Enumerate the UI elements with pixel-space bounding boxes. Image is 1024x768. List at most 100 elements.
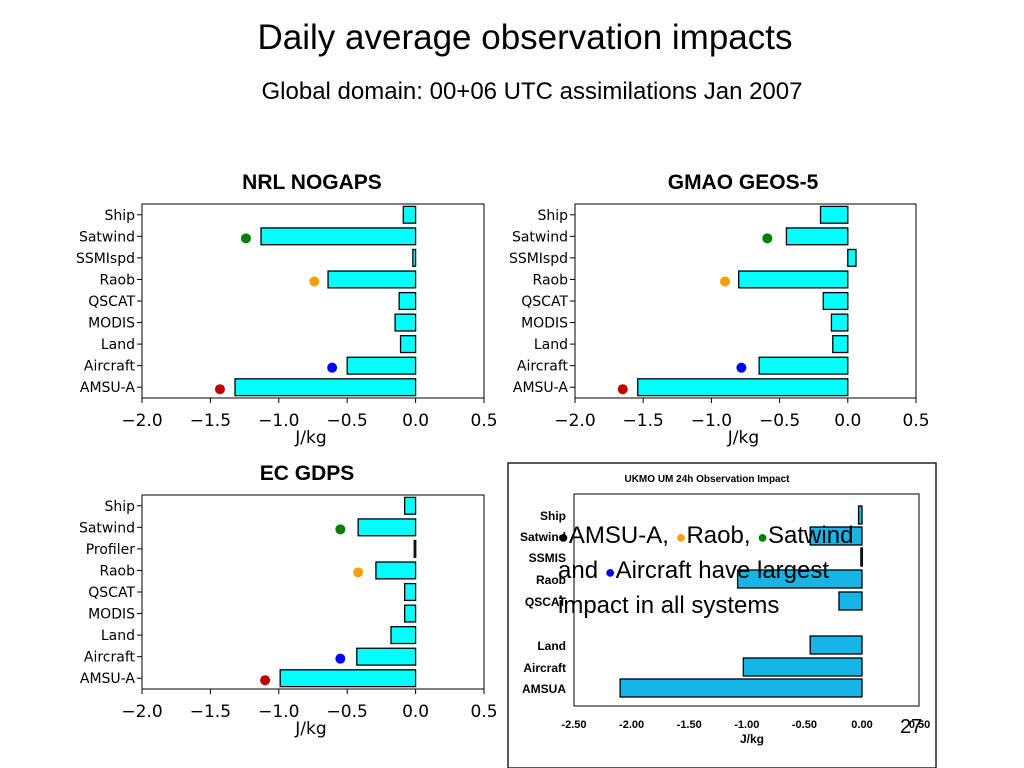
ec-category-label: Raob	[100, 563, 136, 579]
ukmo-category-label: SSMIS	[529, 551, 566, 565]
nrl-xtick-label: −1.5	[190, 411, 231, 431]
ec-bar	[356, 647, 417, 666]
nrl-marker-raob	[309, 276, 320, 287]
ec-bar	[404, 604, 417, 623]
ec-xtick-label: −0.5	[327, 702, 368, 722]
ukmo-bar	[857, 505, 863, 525]
ukmo-bar	[742, 657, 863, 677]
ukmo-bar	[838, 591, 863, 611]
ukmo-xtick-label: -1.50	[677, 719, 702, 731]
gmao-category-label: QSCAT	[521, 294, 568, 310]
ec-category-label: Profiler	[86, 542, 136, 558]
nrl-xtick-label: 0.0	[402, 411, 429, 431]
ec-xtick-label: 0.0	[402, 702, 429, 722]
gmao-bar	[832, 335, 849, 354]
ec-xtick-label: −2.0	[121, 702, 162, 722]
ec-category-label: Land	[101, 628, 135, 644]
ukmo-category-label: Aircraft	[523, 661, 566, 675]
gmao-bar	[758, 356, 849, 375]
ec-xtick-label: −1.0	[258, 702, 299, 722]
ec-marker-amsu-a	[260, 675, 271, 686]
ukmo-xtick-label: 0.50	[909, 719, 930, 731]
nrl-bar	[394, 313, 417, 332]
ec-category-label: Ship	[104, 499, 135, 515]
gmao-category-label: Aircraft	[517, 359, 569, 375]
gmao-xtick-label: −0.5	[759, 411, 800, 431]
summary-and-text: and	[558, 557, 605, 584]
gmao-category-label: MODIS	[521, 316, 568, 332]
summary-line-1: ●AMSU-A, ●Raob, ●Satwind	[558, 519, 853, 554]
gmao-xtick-label: 0.5	[902, 411, 929, 431]
nrl-chart-title: NRL NOGAPS	[242, 171, 382, 194]
gmao-xtick-label: −1.0	[691, 411, 732, 431]
amsua-bullet-icon: ●	[558, 527, 569, 547]
nrl-xtick-label: −1.0	[258, 411, 299, 431]
satwind-bullet-icon: ●	[757, 527, 769, 547]
gmao-xtick-label: −2.0	[554, 411, 595, 431]
ec-marker-raob	[353, 567, 364, 578]
gmao-marker-raob	[720, 276, 731, 287]
gmao-marker-amsu-a	[617, 384, 628, 395]
gmao-bar	[819, 205, 849, 224]
gmao-bar	[847, 248, 857, 267]
gmao-bar	[738, 270, 849, 289]
nrl-category-label: QSCAT	[88, 294, 135, 310]
nrl-bar	[399, 335, 417, 354]
ukmo-category-label: Satwind	[520, 530, 566, 544]
ukmo-category-label: AMSUA	[522, 682, 566, 696]
summary-line-3: impact in all systems	[558, 592, 780, 619]
nrl-bar	[327, 270, 417, 289]
nrl-category-label: SSMIspd	[76, 251, 135, 267]
gmao-xaxis-label: J/kg	[727, 428, 759, 448]
nrl-category-label: AMSU-A	[80, 380, 136, 396]
ukmo-xtick-label: -1.00	[734, 719, 759, 731]
summary-line-2: and ●Aircraft have largest	[558, 554, 853, 589]
nrl-category-label: Satwind	[79, 229, 135, 245]
ukmo-bar	[736, 569, 863, 589]
nrl-category-label: MODIS	[88, 316, 135, 332]
slide-title: Daily average observation impacts	[257, 18, 793, 57]
gmao-category-label: SSMIspd	[509, 251, 568, 267]
gmao-xtick-label: 0.0	[834, 411, 861, 431]
ukmo-xtick-label: -0.50	[792, 719, 817, 731]
nrl-xtick-label: −2.0	[121, 411, 162, 431]
ukmo-xtick-label: -2.00	[619, 719, 644, 731]
gmao-marker-satwind	[762, 233, 773, 244]
gmao-category-label: Raob	[533, 272, 569, 288]
ec-bar	[413, 539, 417, 558]
ec-bar	[404, 496, 417, 515]
ec-plot-frame	[141, 494, 485, 690]
summary-raob-text: Raob,	[686, 522, 758, 549]
nrl-marker-amsu-a	[214, 384, 225, 395]
nrl-bar	[234, 378, 417, 397]
ec-bar	[375, 561, 417, 580]
ukmo-xtick-label: -2.50	[561, 719, 586, 731]
ec-xtick-label: 0.5	[470, 702, 497, 722]
gmao-category-label: AMSU-A	[513, 380, 569, 396]
ukmo-category-label: Raob	[536, 573, 566, 587]
ec-bar	[404, 582, 417, 602]
summary-overlay: ●AMSU-A, ●Raob, ●Satwind and ●Aircraft h…	[558, 519, 853, 623]
ukmo-xaxis-label: J/kg	[740, 732, 764, 746]
ec-category-label: Aircraft	[84, 650, 136, 666]
gmao-category-label: Ship	[537, 208, 568, 224]
nrl-marker-aircraft	[327, 362, 338, 373]
gmao-category-label: Land	[534, 337, 568, 353]
nrl-category-label: Aircraft	[84, 359, 136, 375]
page-number: 27	[900, 716, 923, 738]
ukmo-category-label: Ship	[540, 509, 566, 523]
nrl-bar	[398, 291, 417, 311]
nrl-xtick-label: −0.5	[327, 411, 368, 431]
ec-category-label: Satwind	[79, 520, 135, 536]
ukmo-category-label: QSCAT	[525, 595, 567, 609]
gmao-bar	[830, 313, 849, 332]
gmao-category-label: Satwind	[512, 229, 568, 245]
summary-aircraft-text: Aircraft have largest	[615, 557, 830, 584]
ukmo-bar	[619, 678, 863, 698]
nrl-bar	[412, 248, 417, 267]
slide-subtitle: Global domain: 00+06 UTC assimilations J…	[261, 78, 803, 105]
gmao-xtick-label: −1.5	[623, 411, 664, 431]
ec-category-label: MODIS	[88, 607, 135, 623]
gmao-bar	[785, 227, 849, 246]
